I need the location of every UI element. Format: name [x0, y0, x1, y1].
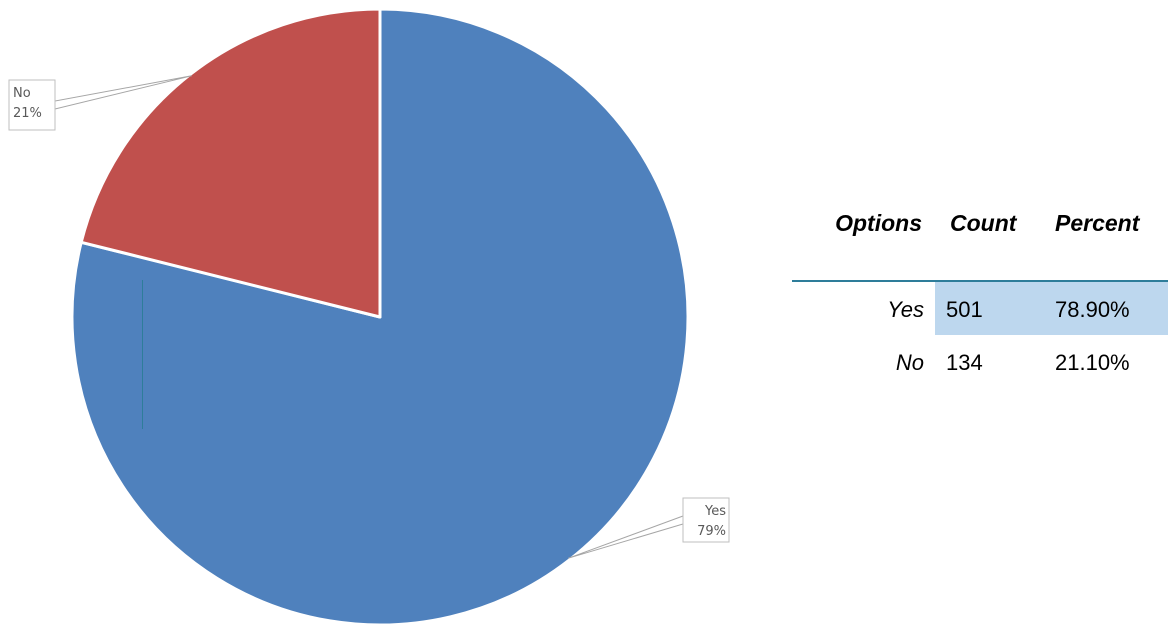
pie-data-labels: Yes 79% No 21% [8, 75, 730, 559]
row-highlight [935, 282, 1168, 335]
data-label-percent: 21% [13, 106, 42, 121]
table-row-no: No 134 21.10% [792, 335, 1168, 388]
data-label-no: No 21% [8, 75, 192, 131]
table-column-divider [142, 280, 143, 429]
header-percent: Percent [1055, 210, 1140, 236]
data-label-category: No [13, 86, 31, 101]
header-options: Options [835, 210, 922, 236]
data-label-yes: Yes 79% [568, 497, 730, 559]
table-row-yes: Yes 501 78.90% [792, 282, 1168, 335]
pie-chart: Yes 79% No 21% [8, 7, 730, 624]
cell-percent: 78.90% [1055, 297, 1130, 322]
cell-count: 134 [946, 350, 983, 375]
header-count: Count [950, 210, 1017, 236]
cell-option: No [895, 350, 924, 375]
data-label-category: Yes [704, 504, 726, 519]
cell-percent: 21.10% [1055, 350, 1130, 375]
pie-slices [70, 7, 690, 624]
data-label-box [682, 497, 730, 543]
table-header-row: Options Count Percent [792, 200, 1168, 282]
cell-option: Yes [887, 297, 924, 322]
pie-slice-no [79, 7, 382, 319]
summary-table: Options Count Percent Yes 501 78.90% No … [792, 200, 1168, 388]
pie-slice-yes [70, 7, 690, 624]
cell-count: 501 [946, 297, 983, 322]
data-label-percent: 79% [697, 524, 726, 539]
data-label-box [8, 79, 56, 131]
